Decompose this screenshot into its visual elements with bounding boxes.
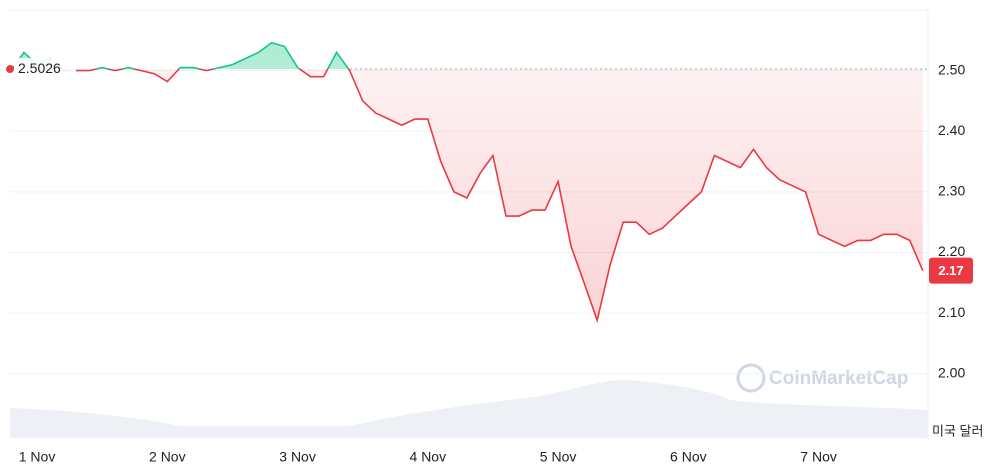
y-tick-label: 2.10 (938, 304, 965, 320)
current-price-tag (929, 257, 973, 284)
baseline-dot (6, 65, 14, 74)
x-tick-label: 5 Nov (540, 449, 577, 465)
x-tick-label: 2 Nov (149, 449, 186, 465)
watermark-text: CoinMarketCap (769, 368, 908, 389)
y-tick-label: 2.20 (938, 243, 965, 259)
x-tick-label: 3 Nov (279, 449, 316, 465)
x-tick-label: 4 Nov (410, 449, 447, 465)
watermark-logo (736, 363, 766, 393)
x-tick-label: 1 Nov (19, 449, 56, 465)
y-tick-label: 2.30 (938, 183, 965, 199)
y-tick-label: 2.50 (938, 61, 965, 77)
y-tick-label: 2.40 (938, 122, 965, 138)
current-price-label: 2.17 (938, 263, 963, 278)
y-tick-label: 2.00 (938, 364, 965, 380)
x-tick-label: 6 Nov (670, 449, 707, 465)
y-unit-label: 미국 달러 (932, 423, 983, 438)
x-tick-label: 7 Nov (800, 449, 837, 465)
price-line-below (10, 69, 924, 324)
area-above (11, 42, 923, 70)
volume-area (10, 379, 928, 438)
baseline-label: 2.5026 (18, 60, 61, 76)
baseline-box (14, 58, 76, 81)
area-below (11, 69, 923, 321)
watermark: CoinMarketCap (736, 363, 908, 393)
